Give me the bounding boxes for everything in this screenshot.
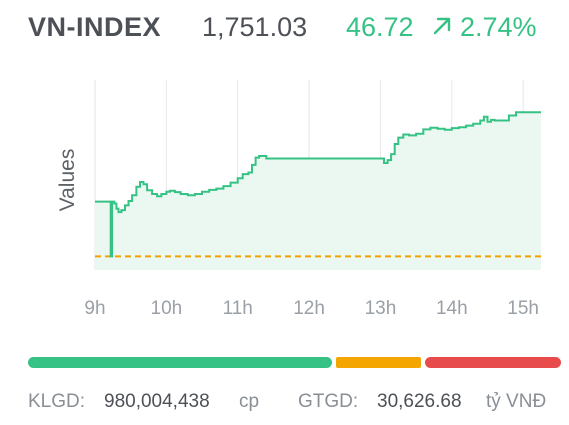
x-tick-label: 14h (436, 298, 468, 319)
price-area (95, 112, 541, 270)
x-tick-label: 11h (223, 298, 253, 319)
unchanged-segment (335, 357, 421, 368)
x-tick-label: 15h (507, 298, 539, 319)
volume-label: KLGD: (28, 391, 86, 412)
volume-value: 980,004,438 (104, 391, 210, 412)
declining-segment (424, 357, 561, 368)
value-unit: tỷ VNĐ (486, 391, 547, 412)
x-axis-ticks: 9h 10h 11h 12h 13h 14h 15h (84, 298, 539, 319)
index-header: VN-INDEX 1,751.03 46.72 2.74% (28, 10, 559, 44)
advancing-segment (28, 357, 332, 368)
y-axis-label: Values (56, 149, 79, 212)
volume-unit: cp (239, 391, 260, 412)
x-tick-label: 10h (151, 298, 183, 319)
x-tick-label: 12h (293, 298, 325, 319)
intraday-chart: 9h 10h 11h 12h 13h 14h 15h Values (56, 80, 541, 319)
market-breadth-bar (28, 357, 561, 368)
index-value: 1,751.03 (202, 12, 308, 42)
price-line (95, 111, 541, 258)
value-value: 30,626.68 (377, 391, 462, 412)
index-change-percent: 2.74% (460, 12, 537, 42)
index-change: 46.72 (346, 12, 414, 42)
index-name: VN-INDEX (28, 12, 162, 42)
arrow-up-right-icon (433, 17, 451, 35)
x-tick-label: 9h (84, 298, 105, 319)
value-label: GTGD: (298, 391, 359, 412)
x-tick-label: 13h (365, 298, 397, 319)
